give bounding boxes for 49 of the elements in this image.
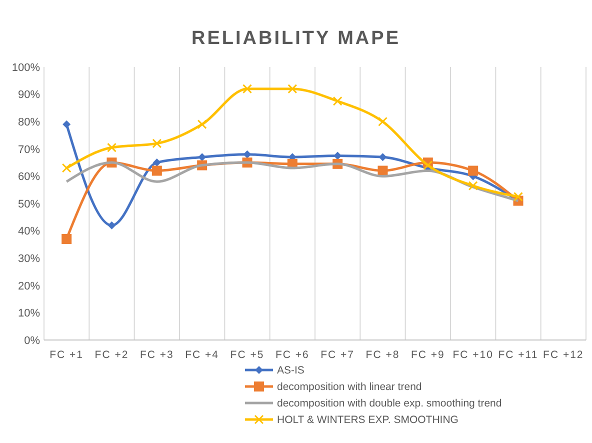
x-tick-label: FC +3: [140, 349, 174, 361]
point: [468, 166, 478, 176]
legend-label: HOLT & WINTERS EXP. SMOOTHING: [277, 414, 458, 426]
chart-title: RELIABILITY MAPE: [192, 28, 400, 49]
point: [423, 160, 433, 170]
legend-label: decomposition with linear trend: [277, 381, 422, 394]
y-tick-label: 80%: [18, 116, 40, 128]
point: [62, 120, 71, 128]
y-tick-label: 30%: [18, 252, 40, 265]
point: [197, 120, 207, 130]
point: [468, 181, 478, 191]
point: [288, 84, 298, 94]
point: [514, 192, 523, 202]
y-tick-label: 70%: [18, 144, 40, 156]
point: [378, 166, 388, 176]
y-tick-label: 0%: [24, 334, 40, 347]
point: [108, 221, 116, 230]
x-tick-label: FC +1: [50, 349, 84, 361]
x-tick-label: FC +9: [410, 349, 445, 361]
point: [378, 116, 388, 126]
point: [107, 142, 116, 152]
point: [332, 96, 342, 106]
y-tick-label: 20%: [18, 280, 40, 292]
x-tick-label: FC +11: [498, 349, 538, 361]
x-tick-label: FC +5: [230, 349, 264, 361]
y-tick-label: 90%: [18, 89, 40, 102]
x-tick-label: FC +4: [185, 349, 220, 361]
point: [243, 150, 252, 158]
x-tick-label: FC +8: [366, 349, 400, 361]
point: [152, 158, 161, 167]
legend-label: decomposition with double exp. smoothing trend: [277, 398, 502, 410]
point: [152, 166, 162, 176]
x-tick-label: FC +12: [543, 349, 584, 361]
point: [378, 153, 387, 162]
x-tick-label: FC +6: [275, 349, 310, 361]
y-tick-label: 50%: [18, 198, 40, 210]
y-tick-label: 10%: [18, 308, 40, 320]
point: [198, 153, 206, 162]
point: [242, 84, 252, 94]
y-tick-label: 60%: [18, 171, 40, 184]
point: [62, 234, 72, 244]
y-tick-label: 100%: [12, 62, 40, 74]
x-tick-label: FC +2: [94, 349, 129, 361]
x-tick-label: FC +10: [452, 349, 494, 361]
y-tick-label: 40%: [18, 226, 40, 238]
legend-label: AS-IS: [277, 364, 304, 377]
point: [152, 138, 162, 148]
x-tick-label: FC +7: [320, 349, 355, 361]
point: [62, 163, 72, 173]
